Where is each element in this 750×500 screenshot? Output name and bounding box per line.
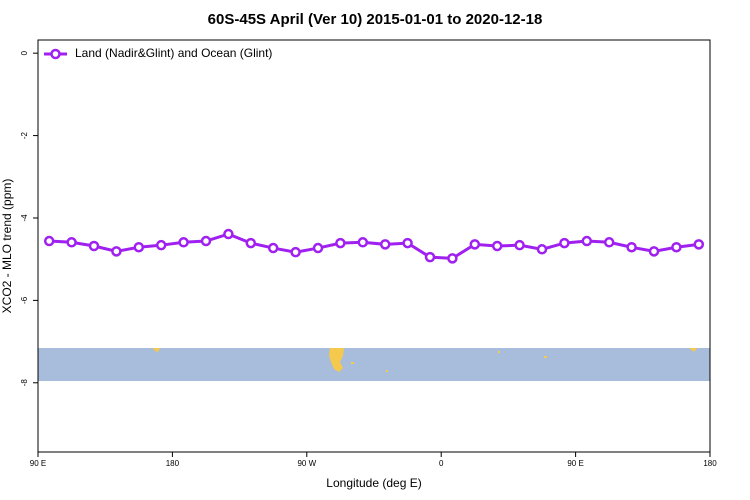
data-point [536, 244, 548, 255]
data-point [514, 239, 525, 251]
plot-frame [37, 39, 711, 453]
land [351, 362, 354, 364]
data-point [581, 235, 593, 247]
y-tick-label: -8 [20, 379, 29, 387]
x-tick-label: 180 [703, 459, 717, 468]
data-point [603, 237, 615, 248]
data-point [648, 246, 660, 257]
x-tick-label: 90 E [30, 459, 46, 468]
data-point [43, 235, 55, 247]
data-point [66, 237, 77, 248]
land [386, 370, 388, 372]
data-point [357, 237, 369, 248]
x-tick-label: 90 E [567, 459, 583, 468]
legend-marker [50, 48, 61, 60]
data-point [671, 241, 682, 253]
data-point [379, 239, 391, 250]
land [544, 356, 547, 358]
land [498, 351, 500, 353]
y-tick-label: -6 [20, 296, 29, 304]
data-point [312, 242, 324, 254]
data-point [245, 237, 257, 249]
data-point [402, 237, 413, 249]
data-point [559, 237, 570, 249]
data-point [223, 228, 234, 240]
data-point [155, 239, 167, 251]
data-point [111, 246, 122, 257]
x-tick-label: 90 W [297, 459, 316, 468]
series-line [49, 232, 699, 260]
x-axis-label: Longitude (deg E) [326, 476, 421, 490]
y-axis-label: XCO2 - MLO trend (ppm) [0, 179, 14, 314]
data-point [469, 239, 481, 250]
x-tick-label: 180 [166, 459, 180, 468]
land [329, 348, 344, 372]
chart-title: 60S-45S April (Ver 10) 2015-01-01 to 202… [208, 11, 543, 28]
map-strip [38, 348, 710, 381]
data-point [178, 237, 189, 248]
data-point [424, 251, 436, 263]
x-tick-label: 0 [439, 459, 444, 468]
y-tick-label: 0 [20, 50, 29, 55]
y-tick-label: -4 [20, 214, 29, 222]
data-point [335, 237, 346, 249]
data-point [290, 246, 301, 258]
ocean-band [38, 348, 710, 381]
data-point [200, 235, 212, 247]
data-point [693, 239, 705, 250]
legend-label: Land (Nadir&Glint) and Ocean (Glint) [75, 46, 272, 60]
y-tick-label: -2 [20, 131, 29, 139]
data-point [447, 253, 458, 264]
data-point [88, 240, 100, 252]
data-point [267, 242, 279, 254]
data-point [626, 241, 637, 253]
data-point [491, 240, 503, 252]
data-point [133, 241, 145, 253]
land [153, 348, 160, 352]
land [689, 348, 697, 352]
